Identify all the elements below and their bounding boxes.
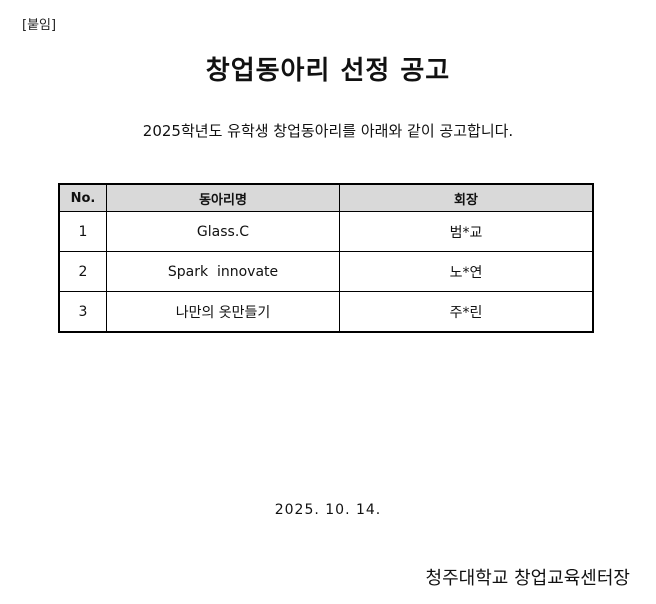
- cell-president: 주*린: [339, 291, 594, 333]
- cell-club-name: Glass.C: [106, 211, 340, 252]
- table-row: 3 나만의 옷만들기 주*린: [58, 291, 594, 333]
- intro-text: 2025학년도 유학생 창업동아리를 아래와 같이 공고합니다.: [142, 122, 514, 140]
- attachment-label: [붙임]: [22, 18, 57, 33]
- signature: 청주대학교 창업교육센터장: [425, 568, 630, 589]
- cell-no: 3: [58, 291, 107, 333]
- table-row: 2 Spark innovate 노*연: [58, 251, 594, 292]
- cell-president: 노*연: [339, 251, 594, 292]
- header-president: 회장: [339, 183, 594, 212]
- table-row: 1 Glass.C 범*교: [58, 211, 594, 252]
- header-club-name: 동아리명: [106, 183, 340, 212]
- cell-no: 2: [58, 251, 107, 292]
- header-no: No.: [58, 183, 107, 212]
- cell-no: 1: [58, 211, 107, 252]
- club-table: No. 동아리명 회장 1 Glass.C 범*교 2 Spark innova…: [58, 183, 594, 333]
- table-header-row: No. 동아리명 회장: [58, 183, 594, 212]
- cell-president: 범*교: [339, 211, 594, 252]
- cell-club-name: Spark innovate: [106, 251, 340, 292]
- page-title: 창업동아리 선정 공고: [205, 56, 451, 86]
- notice-date: 2025. 10. 14.: [274, 502, 382, 518]
- cell-club-name: 나만의 옷만들기: [106, 291, 340, 333]
